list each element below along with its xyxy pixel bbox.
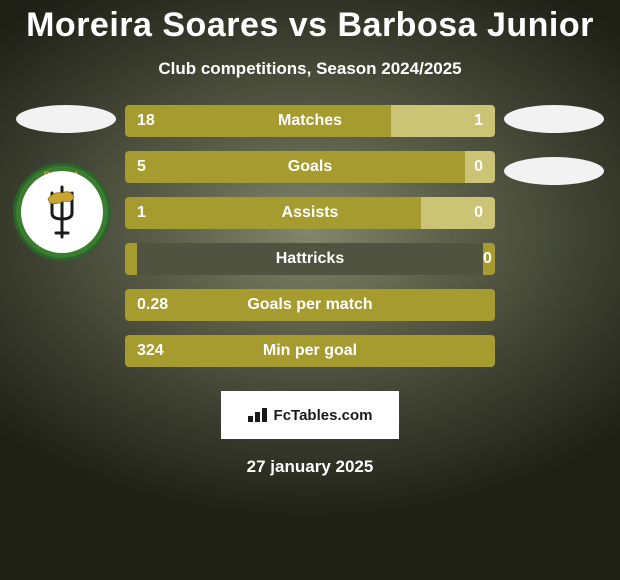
right-column: [503, 105, 613, 185]
stat-row: 10Assists: [125, 197, 495, 229]
player-right-placeholder-2: [504, 157, 604, 185]
badge-inner: [21, 171, 103, 253]
stat-left-value: 1: [125, 197, 421, 229]
stat-right-value: 0: [465, 151, 495, 183]
player-left-placeholder: [16, 105, 116, 133]
stat-left-value: 5: [125, 151, 465, 183]
stat-left-value: 18: [125, 105, 391, 137]
date-label: 27 january 2025: [247, 457, 374, 477]
page-title: Moreira Soares vs Barbosa Junior: [26, 6, 594, 45]
content-container: Moreira Soares vs Barbosa Junior Club co…: [0, 0, 620, 580]
main-row: RSEBA 181Matches50Goals10Assists00Hattri…: [0, 105, 620, 367]
stat-right-value: [483, 289, 495, 321]
stat-row: 0.28Goals per match: [125, 289, 495, 321]
stat-row: 181Matches: [125, 105, 495, 137]
stat-row: 324Min per goal: [125, 335, 495, 367]
stats-bars: 181Matches50Goals10Assists00Hattricks0.2…: [125, 105, 495, 367]
stat-track: [137, 243, 483, 275]
stat-right-value: [483, 335, 495, 367]
stat-right-value: 0: [483, 243, 495, 275]
left-column: RSEBA: [7, 105, 117, 261]
brand-box: FcTables.com: [221, 391, 399, 439]
subtitle: Club competitions, Season 2024/2025: [158, 59, 461, 79]
stat-row: 50Goals: [125, 151, 495, 183]
stat-left-value: 324: [125, 335, 483, 367]
club-badge-left: RSEBA: [13, 163, 111, 261]
player-right-placeholder-1: [504, 105, 604, 133]
badge-emblem-icon: [44, 185, 80, 239]
stat-left-value: 0: [125, 243, 137, 275]
stat-right-value: 1: [391, 105, 495, 137]
brand-label: FcTables.com: [274, 407, 373, 424]
fctables-icon: [248, 408, 268, 422]
stat-right-value: 0: [421, 197, 495, 229]
stat-left-value: 0.28: [125, 289, 483, 321]
stat-row: 00Hattricks: [125, 243, 495, 275]
